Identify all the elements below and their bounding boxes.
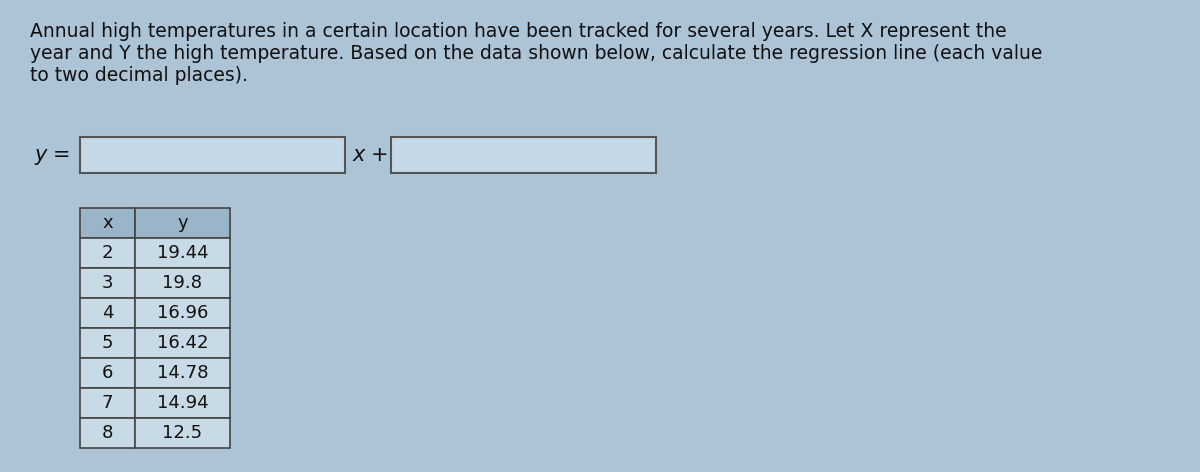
Text: to two decimal places).: to two decimal places).: [30, 66, 248, 85]
Bar: [80, 388, 134, 418]
Bar: [134, 328, 230, 358]
Text: 3: 3: [102, 274, 113, 292]
Text: x: x: [102, 214, 113, 232]
Bar: [134, 418, 230, 448]
Bar: [80, 208, 134, 238]
Text: 2: 2: [102, 244, 113, 262]
Bar: [80, 328, 134, 358]
Text: 5: 5: [102, 334, 113, 352]
Text: year and Y the high temperature. Based on the data shown below, calculate the re: year and Y the high temperature. Based o…: [30, 44, 1043, 63]
Text: Annual high temperatures in a certain location have been tracked for several yea: Annual high temperatures in a certain lo…: [30, 22, 1007, 41]
Text: 12.5: 12.5: [162, 424, 203, 442]
Bar: [80, 137, 346, 173]
Text: 4: 4: [102, 304, 113, 322]
Text: x +: x +: [353, 145, 390, 165]
Bar: [134, 268, 230, 298]
Text: y: y: [178, 214, 188, 232]
Text: 6: 6: [102, 364, 113, 382]
Text: 14.94: 14.94: [157, 394, 209, 412]
Bar: [80, 418, 134, 448]
Bar: [134, 238, 230, 268]
Text: 14.78: 14.78: [157, 364, 209, 382]
Bar: [80, 268, 134, 298]
Text: 16.42: 16.42: [157, 334, 209, 352]
Bar: [80, 238, 134, 268]
Bar: [134, 388, 230, 418]
Bar: [391, 137, 656, 173]
Text: 19.8: 19.8: [162, 274, 203, 292]
Bar: [134, 298, 230, 328]
Bar: [80, 298, 134, 328]
Bar: [134, 358, 230, 388]
Text: y =: y =: [35, 145, 72, 165]
Bar: [134, 208, 230, 238]
Text: 8: 8: [102, 424, 113, 442]
Text: 7: 7: [102, 394, 113, 412]
Bar: [80, 358, 134, 388]
Text: 16.96: 16.96: [157, 304, 208, 322]
Text: 19.44: 19.44: [157, 244, 209, 262]
